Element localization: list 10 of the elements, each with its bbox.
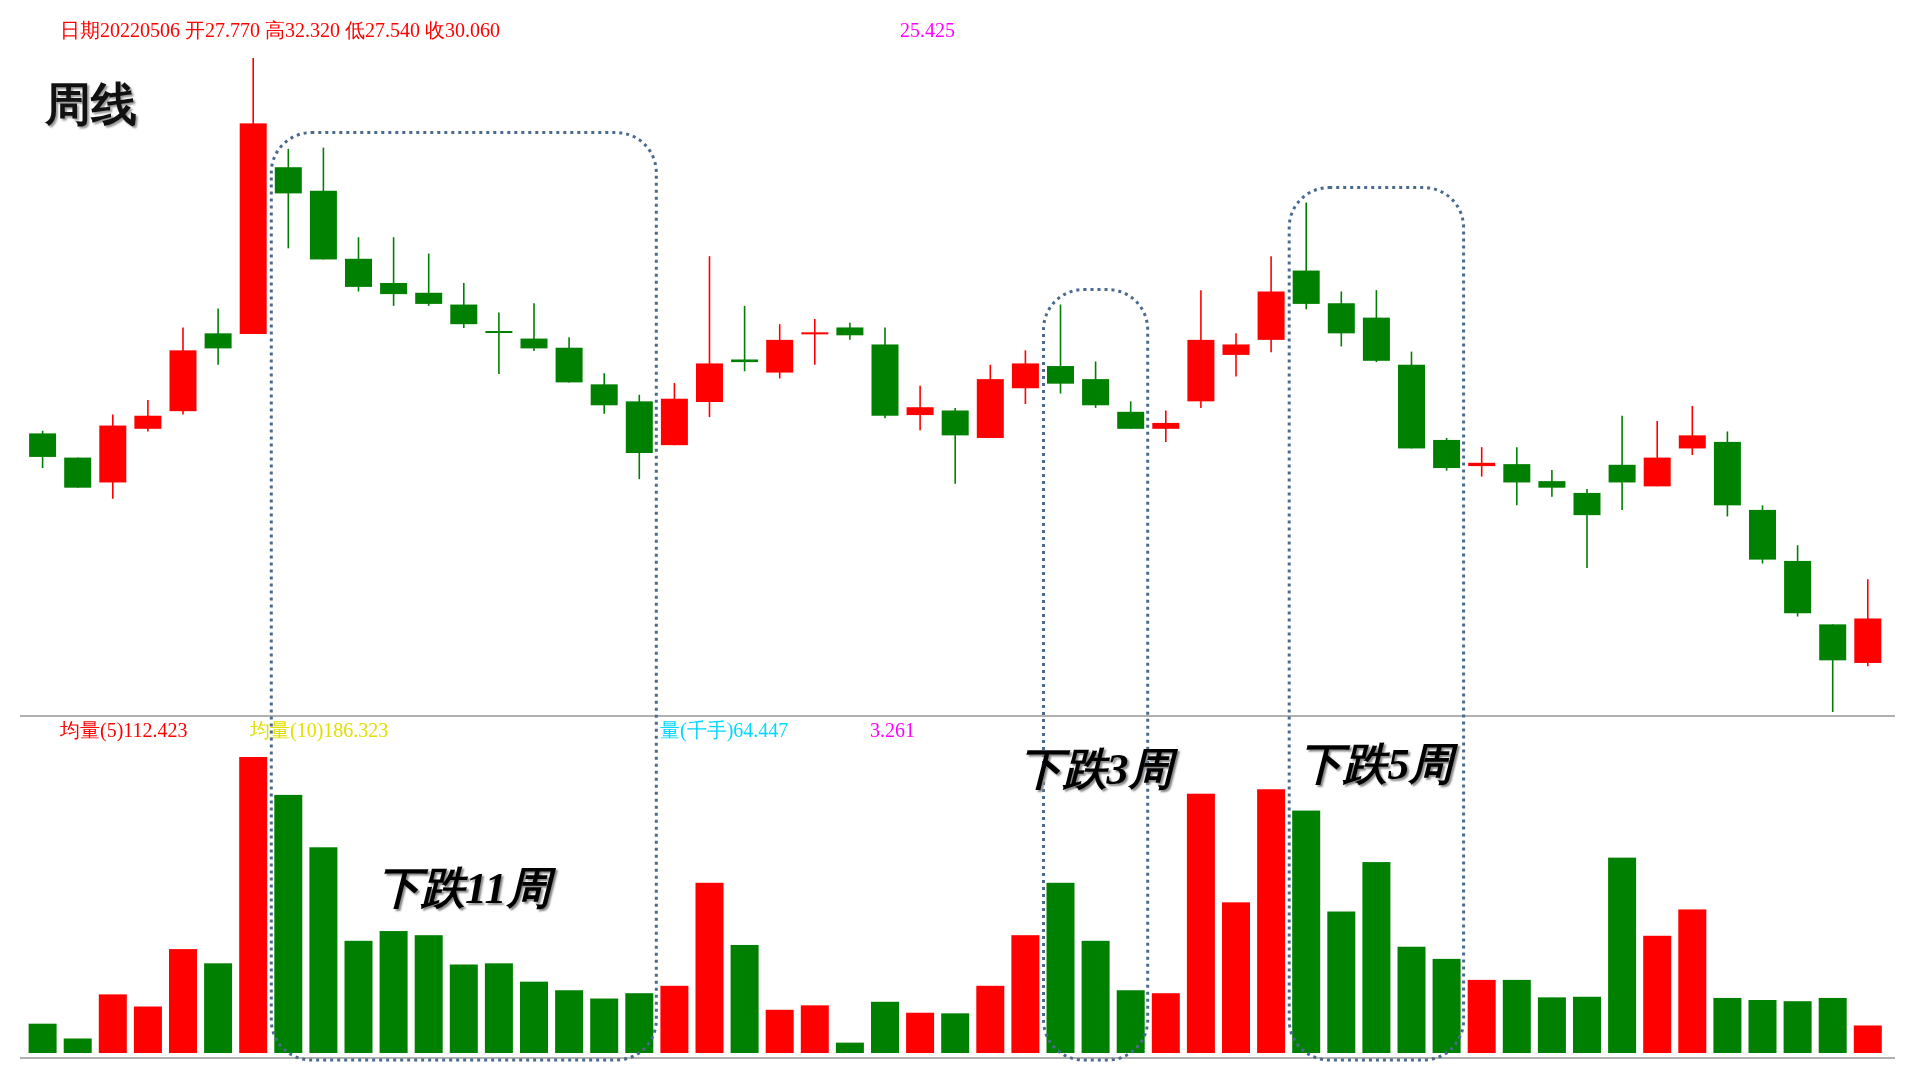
text: 日期20220506 开27.770 高32.320 低27.540 收30.060	[60, 19, 500, 41]
annotation: 下跌5周	[1299, 740, 1460, 790]
text: 25.425	[900, 19, 955, 41]
text: 3.261	[870, 719, 915, 741]
text: 均量(5)112.423	[59, 719, 188, 742]
annotation: 下跌3周	[1018, 744, 1179, 794]
text: 均量(10)186.323	[249, 719, 389, 742]
annotation: 下跌11周	[377, 864, 557, 913]
chart-title: 周线	[44, 78, 137, 130]
text: 量(千手)64.447	[660, 719, 789, 742]
